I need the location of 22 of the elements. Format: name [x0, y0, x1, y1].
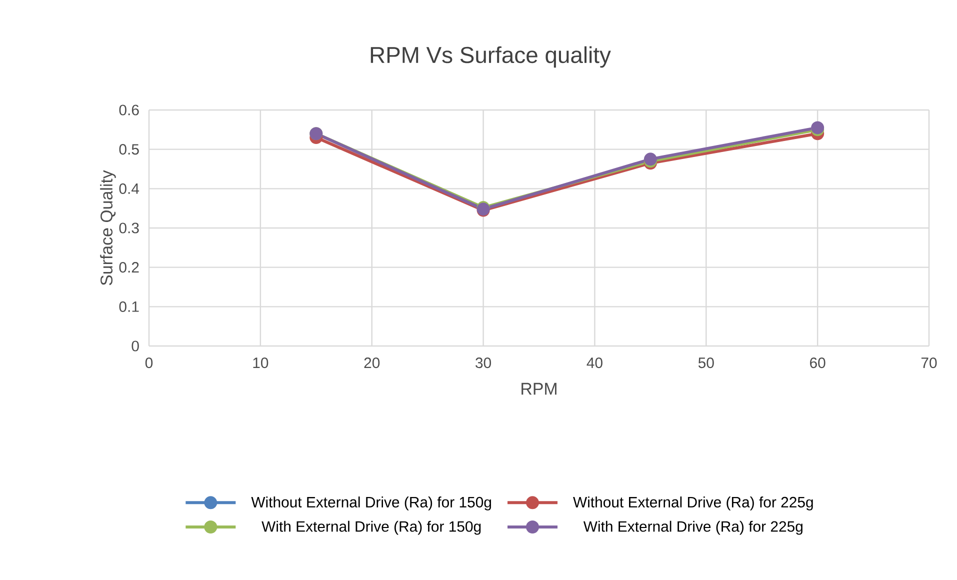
x-tick-label: 50 — [698, 358, 714, 368]
x-tick-label: 60 — [810, 358, 826, 368]
x-tick-label: 10 — [253, 358, 268, 368]
x-axis-title: RPM — [522, 382, 556, 395]
y-tick-label: 0.4 — [119, 183, 140, 194]
x-tick-label: 0 — [145, 358, 153, 368]
x-tick-label: 70 — [921, 358, 937, 368]
y-tick-label: 0.3 — [119, 222, 139, 234]
legend-label: Without External Drive (Ra) for 225g — [573, 496, 813, 510]
x-tick-label: 30 — [476, 358, 492, 368]
legend-label: Without External Drive (Ra) for 150g — [251, 496, 492, 510]
y-tick-label: 0.2 — [119, 262, 139, 273]
y-axis-title: Surface Quality — [100, 170, 116, 286]
legend-label: With External Drive (Ra) for 150g — [262, 520, 481, 535]
x-tick-label: 40 — [586, 358, 602, 368]
y-tick-label: 0.5 — [119, 144, 139, 155]
chart-title: RPM Vs Surface quality — [370, 46, 611, 68]
y-tick-label: 0 — [132, 340, 139, 352]
legend-label: With External Drive (Ra) for 225g — [583, 520, 802, 535]
y-tick-label: 0.1 — [119, 301, 139, 312]
x-tick-label: 20 — [364, 358, 380, 368]
y-tick-label: 0.6 — [119, 104, 139, 116]
